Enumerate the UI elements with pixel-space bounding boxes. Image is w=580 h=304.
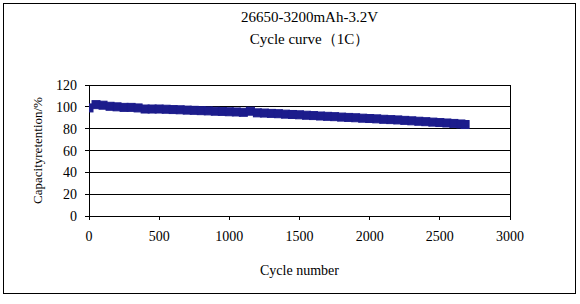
y-tick — [85, 194, 89, 195]
x-tick — [369, 216, 370, 220]
plot-area — [89, 101, 469, 129]
x-tick-label: 2500 — [426, 229, 454, 244]
x-tick-label: 2000 — [356, 229, 384, 244]
x-tick — [159, 216, 160, 220]
grid-line — [89, 128, 510, 129]
chart-subtitle: Cycle curve（1C） — [250, 31, 370, 47]
grid-line — [89, 172, 510, 173]
y-tick — [85, 216, 89, 217]
y-tick-label: 120 — [56, 78, 77, 93]
chart-border — [4, 4, 576, 294]
chart: 0 20 40 60 80 100 120 0 500 1000 1500 2000 2500 3000 2… — [0, 0, 580, 304]
x-axis-label: Cycle number — [260, 263, 339, 278]
x-tick-label: 3000 — [496, 229, 524, 244]
y-tick — [85, 85, 89, 86]
grid-line — [89, 194, 510, 195]
x-tick — [89, 216, 90, 220]
y-tick-label: 0 — [70, 209, 77, 224]
x-tick-label: 0 — [86, 229, 93, 244]
y-tick — [85, 172, 89, 173]
x-tick — [439, 216, 440, 220]
y-tick-label: 80 — [63, 122, 77, 137]
plot-frame — [89, 85, 510, 216]
y-tick-label: 100 — [56, 100, 77, 115]
y-tick-label: 40 — [63, 165, 77, 180]
y-tick — [85, 128, 89, 129]
grid-line — [89, 150, 510, 151]
data-point — [461, 121, 469, 129]
x-tick-label: 500 — [149, 229, 170, 244]
x-tick — [229, 216, 230, 220]
y-tick — [85, 150, 89, 151]
x-tick — [299, 216, 300, 220]
x-tick-label: 1500 — [286, 229, 314, 244]
y-tick — [85, 106, 89, 107]
x-tick-label: 1000 — [215, 229, 243, 244]
y-axis-label: Capacityretention/% — [30, 97, 45, 204]
series-line — [89, 105, 465, 125]
y-tick-label: 60 — [63, 144, 77, 159]
y-tick-label: 20 — [63, 187, 77, 202]
x-tick — [510, 216, 511, 220]
chart-title: 26650-3200mAh-3.2V — [241, 9, 378, 25]
